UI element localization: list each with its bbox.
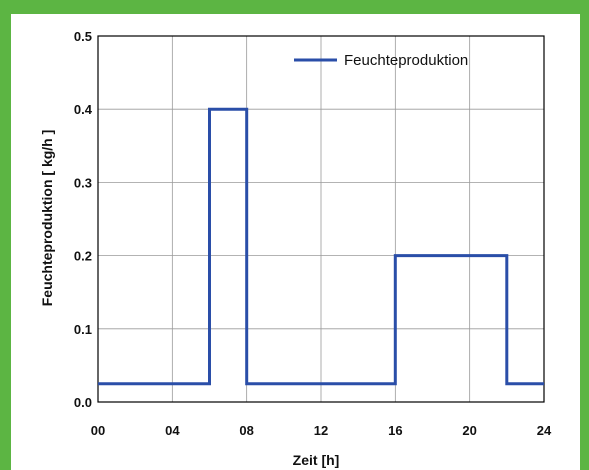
y-tick-label: 0.0 bbox=[74, 395, 92, 410]
legend-label: Feuchteproduktion bbox=[344, 52, 468, 69]
grid bbox=[98, 36, 544, 402]
legend: Feuchteproduktion bbox=[294, 52, 468, 69]
x-tick-label: 24 bbox=[537, 423, 552, 438]
y-axis-ticks: 0.0 0.1 0.2 0.3 0.4 0.5 bbox=[74, 29, 93, 410]
y-tick-label: 0.2 bbox=[74, 249, 92, 264]
x-axis-label: Zeit [h] bbox=[293, 452, 340, 468]
x-tick-label: 12 bbox=[314, 423, 328, 438]
series-line-feuchteproduktion bbox=[98, 107, 544, 386]
x-tick-label: 08 bbox=[239, 423, 253, 438]
y-tick-label: 0.3 bbox=[74, 175, 92, 190]
plot-area-border bbox=[97, 35, 545, 403]
y-axis-label: Feuchteproduktion [ kg/h ] bbox=[39, 130, 55, 307]
y-tick-label: 0.1 bbox=[74, 322, 92, 337]
x-axis-ticks: 00 04 08 12 16 20 24 bbox=[91, 423, 552, 438]
x-tick-label: 04 bbox=[165, 423, 180, 438]
x-tick-label: 20 bbox=[462, 423, 476, 438]
y-tick-label: 0.4 bbox=[74, 102, 93, 117]
x-tick-label: 00 bbox=[91, 423, 105, 438]
x-tick-label: 16 bbox=[388, 423, 402, 438]
y-tick-label: 0.5 bbox=[74, 29, 92, 44]
